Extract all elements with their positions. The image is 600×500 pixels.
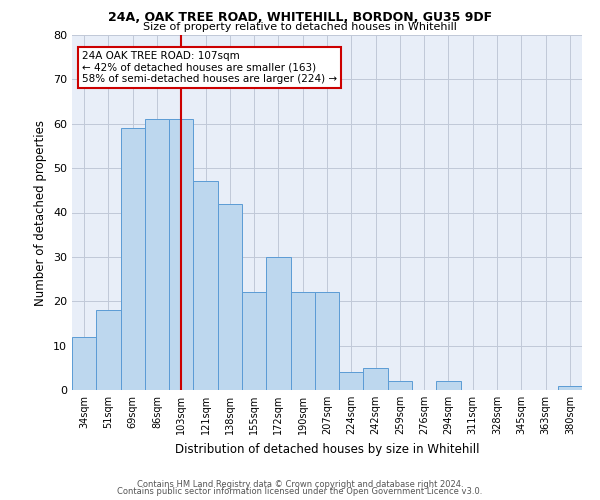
Y-axis label: Number of detached properties: Number of detached properties <box>34 120 47 306</box>
Bar <box>72 337 96 390</box>
Bar <box>364 368 388 390</box>
Text: Contains public sector information licensed under the Open Government Licence v3: Contains public sector information licen… <box>118 488 482 496</box>
Bar <box>242 292 266 390</box>
Bar <box>145 120 169 390</box>
Bar <box>218 204 242 390</box>
Bar <box>266 257 290 390</box>
Bar <box>558 386 582 390</box>
Text: 24A OAK TREE ROAD: 107sqm
← 42% of detached houses are smaller (163)
58% of semi: 24A OAK TREE ROAD: 107sqm ← 42% of detac… <box>82 51 337 84</box>
Bar <box>290 292 315 390</box>
Text: 24A, OAK TREE ROAD, WHITEHILL, BORDON, GU35 9DF: 24A, OAK TREE ROAD, WHITEHILL, BORDON, G… <box>108 11 492 24</box>
Bar <box>436 381 461 390</box>
Bar <box>169 120 193 390</box>
Bar <box>315 292 339 390</box>
Bar <box>193 182 218 390</box>
Bar <box>96 310 121 390</box>
Text: Contains HM Land Registry data © Crown copyright and database right 2024.: Contains HM Land Registry data © Crown c… <box>137 480 463 489</box>
Bar <box>388 381 412 390</box>
X-axis label: Distribution of detached houses by size in Whitehill: Distribution of detached houses by size … <box>175 442 479 456</box>
Text: Size of property relative to detached houses in Whitehill: Size of property relative to detached ho… <box>143 22 457 32</box>
Bar <box>121 128 145 390</box>
Bar <box>339 372 364 390</box>
